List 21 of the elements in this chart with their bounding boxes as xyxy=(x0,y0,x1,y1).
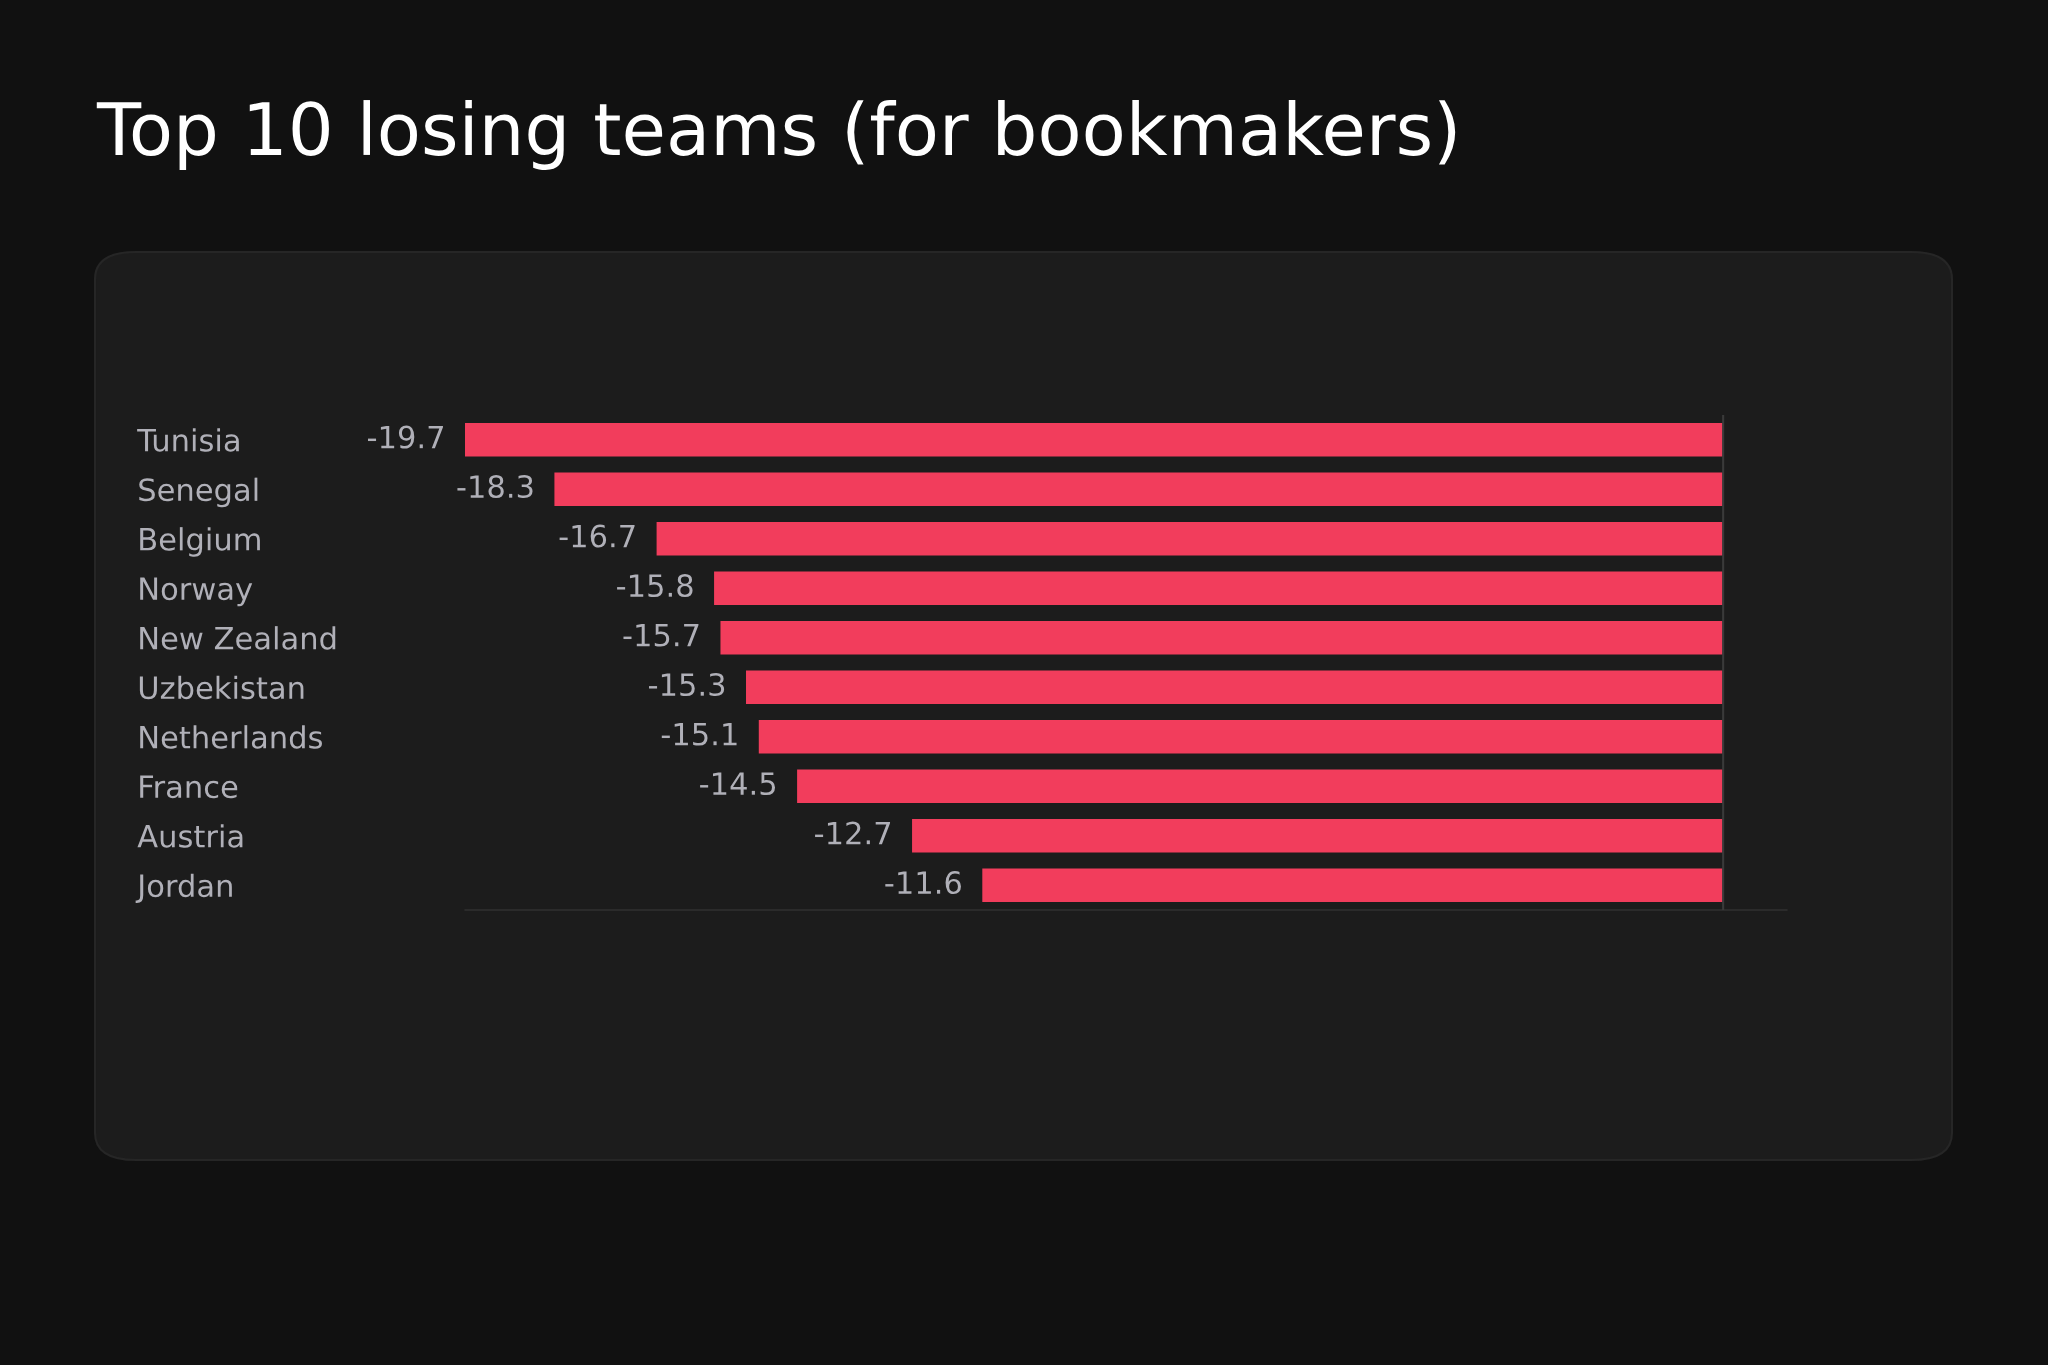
y-tick-label: Tunisia xyxy=(137,428,239,452)
y-tick-label: Senegal xyxy=(139,477,258,508)
chart-title: Top 10 losing teams (for bookmakers) xyxy=(96,100,1456,170)
data-label: -14.5 xyxy=(700,772,776,796)
y-tick-label: Belgium xyxy=(140,527,260,557)
y-tick-label: Jordan xyxy=(135,873,232,903)
data-label: -15.8 xyxy=(617,574,693,598)
data-label: -12.7 xyxy=(815,821,891,845)
y-tick-label: New Zealand xyxy=(140,626,336,650)
y-tick-label: Netherlands xyxy=(140,725,322,749)
data-label: -16.7 xyxy=(559,524,635,548)
data-label: -15.1 xyxy=(661,722,737,746)
y-tick-label: Uzbekistan xyxy=(139,675,304,700)
data-label: -15.3 xyxy=(649,673,725,697)
y-tick-label: Norway xyxy=(140,577,253,607)
y-tick-label: France xyxy=(140,775,238,799)
y-tick-label: Austria xyxy=(137,824,243,848)
data-label: -15.7 xyxy=(623,623,699,647)
data-label: -18.3 xyxy=(457,475,533,499)
data-label: -11.6 xyxy=(885,871,961,895)
data-label: -19.7 xyxy=(368,425,443,449)
